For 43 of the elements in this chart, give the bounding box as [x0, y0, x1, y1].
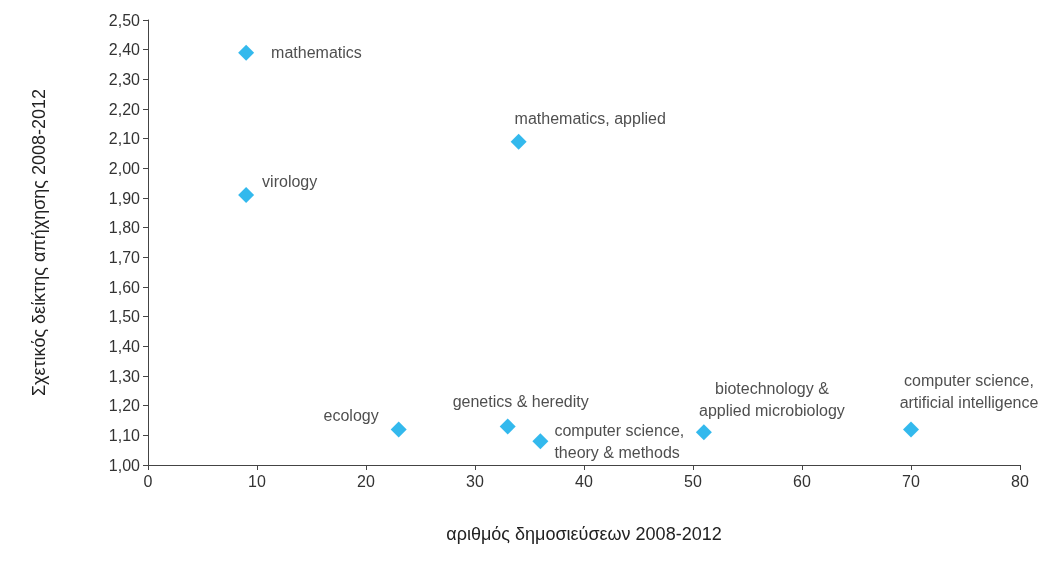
annotation: virology — [262, 172, 318, 190]
y-tick-label: 2,40 — [108, 41, 141, 59]
point — [238, 187, 255, 204]
y-tick-label: 2,30 — [108, 70, 141, 88]
y-tick-label: 1,40 — [108, 337, 141, 355]
y-tick-label: 1,70 — [108, 248, 141, 266]
annotation: computer science, artificial intelligence — [899, 371, 1039, 411]
y-tick-label: 1,80 — [108, 219, 141, 237]
x-tick-label: 50 — [684, 472, 702, 490]
annotation: mathematics, applied — [514, 110, 666, 128]
x-tick-label: 80 — [1011, 472, 1029, 490]
x-axis-title: αριθμός δημοσιεύσεων 2008-2012 — [446, 524, 722, 544]
y-tick-label: 2,10 — [108, 130, 141, 148]
y-tick-label: 1,20 — [108, 397, 141, 415]
y-tick-label: 2,50 — [108, 11, 141, 29]
x-tick-label: 10 — [248, 472, 266, 490]
point — [510, 133, 527, 150]
point — [238, 44, 255, 61]
y-tick-label: 1,60 — [108, 278, 141, 296]
y-tick-label: 1,10 — [108, 426, 141, 444]
y-tick-label: 1,00 — [108, 456, 141, 474]
x-tick-label: 20 — [357, 472, 375, 490]
point — [532, 433, 549, 450]
y-tick-label: 2,00 — [108, 159, 141, 177]
point — [499, 418, 516, 435]
x-tick-label: 0 — [143, 472, 153, 490]
y-tick-label: 1,50 — [108, 308, 141, 326]
annotation: biotechnology & applied microbiology — [698, 379, 845, 419]
x-tick-label: 70 — [902, 472, 920, 490]
x-tick-label: 60 — [793, 472, 811, 490]
annotation: computer science, theory & methods — [554, 421, 685, 461]
annotation: mathematics — [271, 44, 362, 62]
point — [695, 424, 712, 441]
annotation: genetics & heredity — [452, 392, 589, 410]
point — [903, 421, 919, 438]
y-tick-label: 1,90 — [108, 189, 141, 207]
y-tick-label: 1,30 — [108, 367, 141, 385]
x-tick-label: 40 — [575, 472, 593, 490]
y-tick-label: 2,20 — [108, 100, 141, 118]
annotation: ecology — [323, 406, 379, 424]
x-tick-label: 30 — [466, 472, 484, 490]
y-axis-title: Σχετικός δείκτης απήχησης 2008-2012 — [29, 88, 49, 397]
point — [390, 421, 407, 438]
